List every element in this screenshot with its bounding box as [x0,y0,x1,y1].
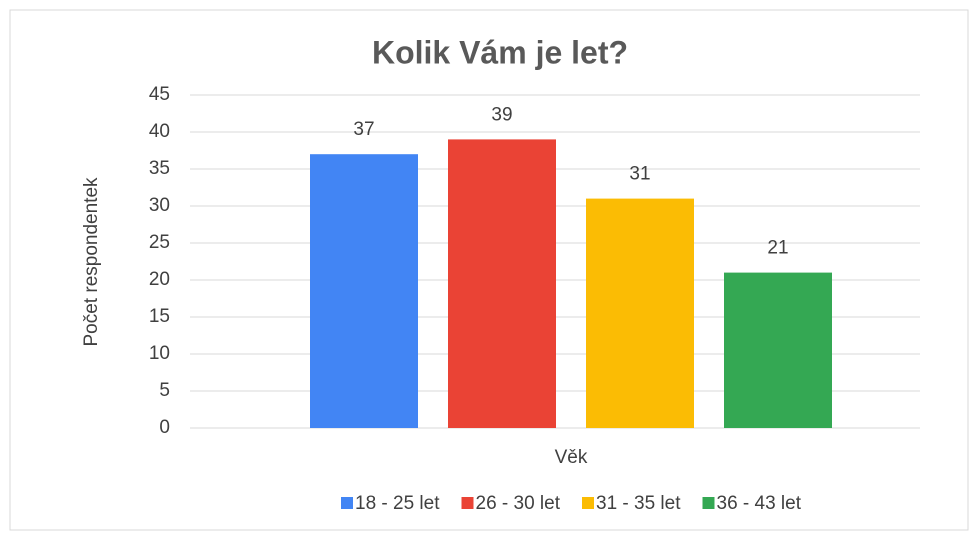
data-label: 39 [491,104,512,125]
y-tick-label: 0 [159,417,170,438]
y-tick-label: 20 [149,269,170,290]
bar [586,198,694,428]
legend-label: 18 - 25 let [355,493,440,514]
legend-swatch [582,497,594,509]
y-tick-label: 30 [149,195,170,216]
y-tick-label: 40 [149,121,170,142]
bar [310,154,418,428]
data-label: 31 [629,164,650,185]
x-tick-label: Věk [555,447,588,468]
legend-label: 26 - 30 let [476,493,561,514]
y-tick-label: 45 [149,84,170,105]
data-label: 21 [767,238,788,259]
y-tick-label: 10 [149,343,170,364]
legend-swatch [702,497,715,509]
chart-title: Kolik Vám je let? [372,34,628,70]
y-axis-label: Počet respondentek [81,177,102,347]
legend-swatch [341,497,353,509]
legend-label: 36 - 43 let [717,493,802,514]
bar [724,272,832,428]
legend-label: 31 - 35 let [596,493,681,514]
bar [448,139,556,428]
data-label: 37 [353,119,374,140]
y-tick-label: 15 [149,306,170,327]
legend-swatch [461,497,474,509]
y-tick-label: 35 [149,158,170,179]
y-tick-label: 25 [149,232,170,253]
y-tick-label: 5 [159,380,170,401]
